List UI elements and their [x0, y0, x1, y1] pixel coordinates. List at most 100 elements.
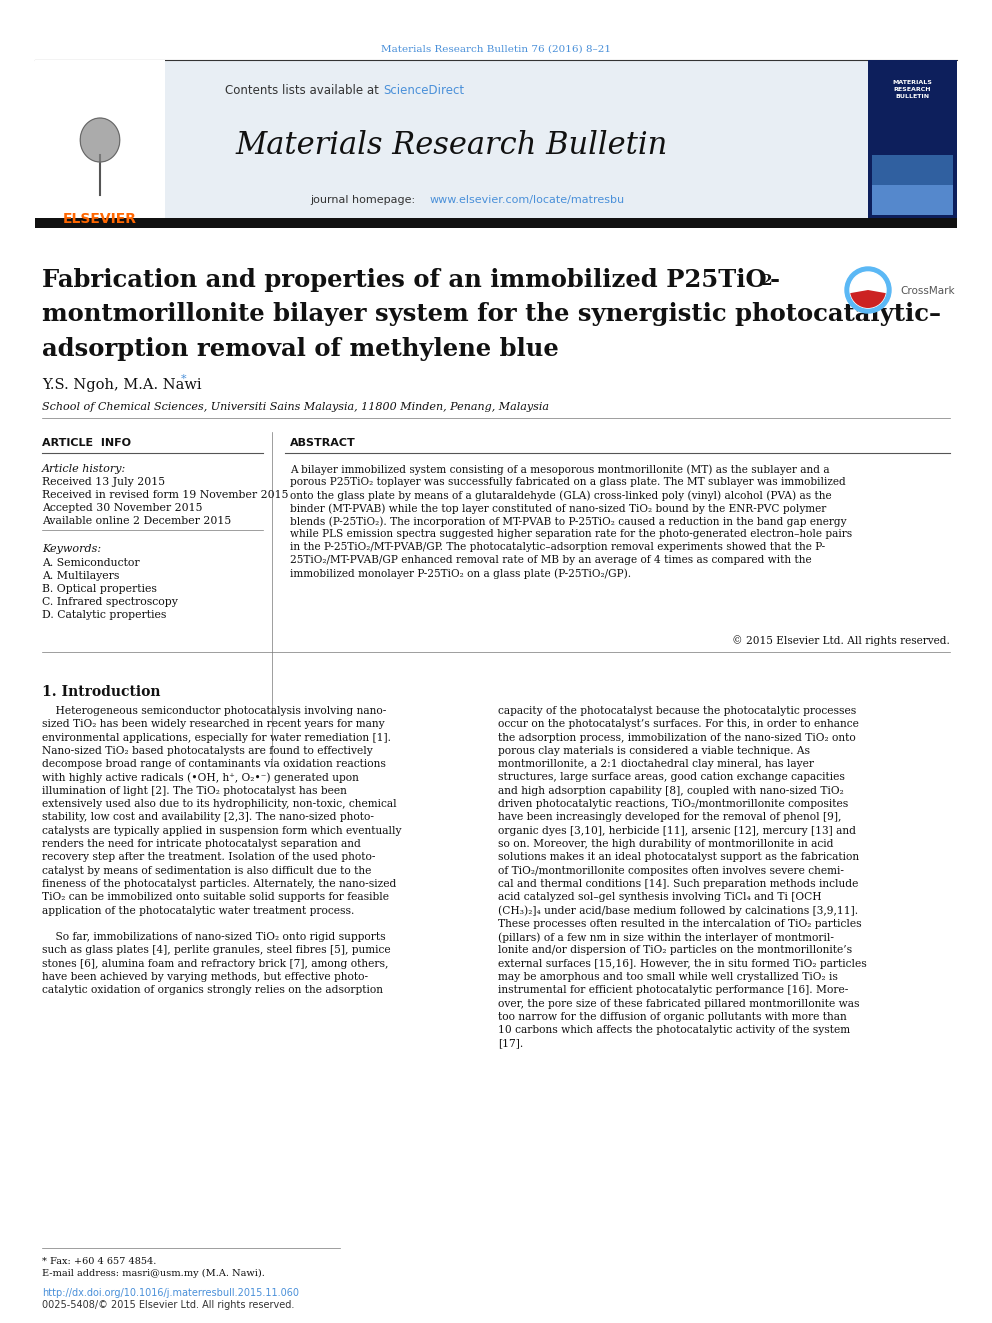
- Text: TiO₂ can be immobilized onto suitable solid supports for feasible: TiO₂ can be immobilized onto suitable so…: [42, 892, 389, 902]
- Text: catalysts are typically applied in suspension form which eventually: catalysts are typically applied in suspe…: [42, 826, 402, 836]
- Text: B. Optical properties: B. Optical properties: [42, 583, 157, 594]
- Text: So far, immobilizations of nano-sized TiO₂ onto rigid supports: So far, immobilizations of nano-sized Ti…: [42, 933, 386, 942]
- Circle shape: [845, 267, 891, 314]
- Text: A bilayer immobilized system consisting of a mesoporous montmorillonite (MT) as : A bilayer immobilized system consisting …: [290, 464, 829, 475]
- Text: Received 13 July 2015: Received 13 July 2015: [42, 478, 165, 487]
- Bar: [35, 60, 165, 218]
- Bar: [35, 60, 868, 218]
- Text: 10 carbons which affects the photocatalytic activity of the system: 10 carbons which affects the photocataly…: [498, 1025, 850, 1035]
- Text: immobilized monolayer P-25TiO₂ on a glass plate (P-25TiO₂/GP).: immobilized monolayer P-25TiO₂ on a glas…: [290, 568, 631, 578]
- Text: (CH₃)₂]₄ under acid/base medium followed by calcinations [3,9,11].: (CH₃)₂]₄ under acid/base medium followed…: [498, 905, 858, 916]
- Text: Fabrication and properties of an immobilized P25TiO: Fabrication and properties of an immobil…: [42, 269, 767, 292]
- Text: D. Catalytic properties: D. Catalytic properties: [42, 610, 167, 620]
- Text: onto the glass plate by means of a glutaraldehyde (GLA) cross-linked poly (vinyl: onto the glass plate by means of a gluta…: [290, 490, 831, 500]
- Text: organic dyes [3,10], herbicide [11], arsenic [12], mercury [13] and: organic dyes [3,10], herbicide [11], ars…: [498, 826, 856, 836]
- Text: recovery step after the treatment. Isolation of the used photo-: recovery step after the treatment. Isola…: [42, 852, 376, 863]
- Text: Keywords:: Keywords:: [42, 544, 101, 554]
- Text: porous P25TiO₂ toplayer was successfully fabricated on a glass plate. The MT sub: porous P25TiO₂ toplayer was successfully…: [290, 478, 846, 487]
- Text: These processes often resulted in the intercalation of TiO₂ particles: These processes often resulted in the in…: [498, 918, 862, 929]
- Text: with highly active radicals (•OH, h⁺, O₂•⁻) generated upon: with highly active radicals (•OH, h⁺, O₂…: [42, 773, 359, 783]
- Text: the adsorption process, immobilization of the nano-sized TiO₂ onto: the adsorption process, immobilization o…: [498, 733, 856, 742]
- Bar: [868, 60, 957, 218]
- Text: ELSEVIER: ELSEVIER: [63, 212, 137, 226]
- Wedge shape: [850, 290, 886, 308]
- Text: fineness of the photocatalyst particles. Alternately, the nano-sized: fineness of the photocatalyst particles.…: [42, 878, 397, 889]
- Text: cal and thermal conditions [14]. Such preparation methods include: cal and thermal conditions [14]. Such pr…: [498, 878, 858, 889]
- Text: 2: 2: [762, 274, 773, 288]
- Text: Accepted 30 November 2015: Accepted 30 November 2015: [42, 503, 202, 513]
- Text: stones [6], alumina foam and refractory brick [7], among others,: stones [6], alumina foam and refractory …: [42, 959, 389, 968]
- Text: Available online 2 December 2015: Available online 2 December 2015: [42, 516, 231, 527]
- Text: 0025-5408/© 2015 Elsevier Ltd. All rights reserved.: 0025-5408/© 2015 Elsevier Ltd. All right…: [42, 1301, 295, 1310]
- Text: illumination of light [2]. The TiO₂ photocatalyst has been: illumination of light [2]. The TiO₂ phot…: [42, 786, 347, 796]
- Text: and high adsorption capability [8], coupled with nano-sized TiO₂: and high adsorption capability [8], coup…: [498, 786, 844, 796]
- Text: Materials Research Bulletin: Materials Research Bulletin: [236, 130, 669, 161]
- Bar: [872, 155, 953, 216]
- Text: 1. Introduction: 1. Introduction: [42, 685, 161, 699]
- Text: occur on the photocatalyst’s surfaces. For this, in order to enhance: occur on the photocatalyst’s surfaces. F…: [498, 720, 859, 729]
- Bar: [872, 185, 953, 216]
- Text: application of the photocatalytic water treatment process.: application of the photocatalytic water …: [42, 905, 354, 916]
- Text: Article history:: Article history:: [42, 464, 126, 474]
- Text: porous clay materials is considered a viable technique. As: porous clay materials is considered a vi…: [498, 746, 810, 755]
- Text: A. Semiconductor: A. Semiconductor: [42, 558, 140, 568]
- Text: blends (P-25TiO₂). The incorporation of MT-PVAB to P-25TiO₂ caused a reduction i: blends (P-25TiO₂). The incorporation of …: [290, 516, 846, 527]
- Text: catalytic oxidation of organics strongly relies on the adsorption: catalytic oxidation of organics strongly…: [42, 986, 383, 995]
- Text: www.elsevier.com/locate/matresbu: www.elsevier.com/locate/matresbu: [430, 194, 625, 205]
- Text: * Fax: +60 4 657 4854.: * Fax: +60 4 657 4854.: [42, 1257, 157, 1266]
- Text: 25TiO₂/MT-PVAB/GP enhanced removal rate of MB by an average of 4 times as compar: 25TiO₂/MT-PVAB/GP enhanced removal rate …: [290, 556, 811, 565]
- Text: too narrow for the diffusion of organic pollutants with more than: too narrow for the diffusion of organic …: [498, 1012, 847, 1021]
- Text: solutions makes it an ideal photocatalyst support as the fabrication: solutions makes it an ideal photocatalys…: [498, 852, 859, 863]
- Text: Heterogeneous semiconductor photocatalysis involving nano-: Heterogeneous semiconductor photocatalys…: [42, 706, 386, 716]
- Text: may be amorphous and too small while well crystallized TiO₂ is: may be amorphous and too small while wel…: [498, 972, 838, 982]
- Text: Contents lists available at: Contents lists available at: [225, 83, 383, 97]
- Text: MATERIALS
RESEARCH
BULLETIN: MATERIALS RESEARCH BULLETIN: [892, 79, 931, 99]
- Text: of TiO₂/montmorillonite composites often involves severe chemi-: of TiO₂/montmorillonite composites often…: [498, 865, 844, 876]
- Text: instrumental for efficient photocatalytic performance [16]. More-: instrumental for efficient photocatalyti…: [498, 986, 848, 995]
- Text: ScienceDirect: ScienceDirect: [383, 83, 464, 97]
- Polygon shape: [80, 118, 120, 161]
- Text: © 2015 Elsevier Ltd. All rights reserved.: © 2015 Elsevier Ltd. All rights reserved…: [732, 635, 950, 646]
- Text: over, the pore size of these fabricated pillared montmorillonite was: over, the pore size of these fabricated …: [498, 999, 859, 1008]
- Text: Nano-sized TiO₂ based photocatalysts are found to effectively: Nano-sized TiO₂ based photocatalysts are…: [42, 746, 373, 755]
- Text: in the P-25TiO₂/MT-PVAB/GP. The photocatalytic–adsorption removal experiments sh: in the P-25TiO₂/MT-PVAB/GP. The photocat…: [290, 542, 825, 552]
- Bar: [35, 218, 957, 228]
- Text: Materials Research Bulletin 76 (2016) 8–21: Materials Research Bulletin 76 (2016) 8–…: [381, 45, 611, 54]
- Text: journal homepage:: journal homepage:: [310, 194, 419, 205]
- Text: have been increasingly developed for the removal of phenol [9],: have been increasingly developed for the…: [498, 812, 841, 823]
- Text: School of Chemical Sciences, Universiti Sains Malaysia, 11800 Minden, Penang, Ma: School of Chemical Sciences, Universiti …: [42, 402, 549, 411]
- Text: CrossMark: CrossMark: [900, 286, 954, 296]
- Circle shape: [850, 273, 886, 308]
- Text: Received in revised form 19 November 2015: Received in revised form 19 November 201…: [42, 490, 289, 500]
- Text: binder (MT-PVAB) while the top layer constituted of nano-sized TiO₂ bound by the: binder (MT-PVAB) while the top layer con…: [290, 503, 826, 513]
- Text: http://dx.doi.org/10.1016/j.materresbull.2015.11.060: http://dx.doi.org/10.1016/j.materresbull…: [42, 1289, 299, 1298]
- Text: extensively used also due to its hydrophilicity, non-toxic, chemical: extensively used also due to its hydroph…: [42, 799, 397, 810]
- Text: driven photocatalytic reactions, TiO₂/montmorillonite composites: driven photocatalytic reactions, TiO₂/mo…: [498, 799, 848, 810]
- Text: ✖: ✖: [863, 279, 873, 291]
- Text: environmental applications, especially for water remediation [1].: environmental applications, especially f…: [42, 733, 391, 742]
- Text: so on. Moreover, the high durability of montmorillonite in acid: so on. Moreover, the high durability of …: [498, 839, 833, 849]
- Text: catalyst by means of sedimentation is also difficult due to the: catalyst by means of sedimentation is al…: [42, 865, 371, 876]
- Text: lonite and/or dispersion of TiO₂ particles on the montmorillonite’s: lonite and/or dispersion of TiO₂ particl…: [498, 946, 852, 955]
- Text: (pillars) of a few nm in size within the interlayer of montmoril-: (pillars) of a few nm in size within the…: [498, 933, 834, 943]
- Text: ABSTRACT: ABSTRACT: [290, 438, 356, 448]
- Text: while PLS emission spectra suggested higher separation rate for the photo-genera: while PLS emission spectra suggested hig…: [290, 529, 852, 538]
- Text: *: *: [181, 374, 186, 384]
- Text: [17].: [17].: [498, 1039, 523, 1049]
- Text: A. Multilayers: A. Multilayers: [42, 572, 119, 581]
- Text: ARTICLE  INFO: ARTICLE INFO: [42, 438, 131, 448]
- Text: capacity of the photocatalyst because the photocatalytic processes: capacity of the photocatalyst because th…: [498, 706, 856, 716]
- Text: decompose broad range of contaminants via oxidation reactions: decompose broad range of contaminants vi…: [42, 759, 386, 769]
- Text: structures, large surface areas, good cation exchange capacities: structures, large surface areas, good ca…: [498, 773, 845, 782]
- Text: acid catalyzed sol–gel synthesis involving TiCl₄ and Ti [OCH: acid catalyzed sol–gel synthesis involvi…: [498, 892, 821, 902]
- Text: -: -: [770, 269, 780, 292]
- Text: montmorillonite, a 2:1 dioctahedral clay mineral, has layer: montmorillonite, a 2:1 dioctahedral clay…: [498, 759, 814, 769]
- Text: adsorption removal of methylene blue: adsorption removal of methylene blue: [42, 337, 558, 361]
- Text: montmorillonite bilayer system for the synergistic photocatalytic–: montmorillonite bilayer system for the s…: [42, 302, 941, 325]
- Text: stability, low cost and availability [2,3]. The nano-sized photo-: stability, low cost and availability [2,…: [42, 812, 374, 823]
- Text: external surfaces [15,16]. However, the in situ formed TiO₂ particles: external surfaces [15,16]. However, the …: [498, 959, 867, 968]
- Text: such as glass plates [4], perlite granules, steel fibres [5], pumice: such as glass plates [4], perlite granul…: [42, 946, 391, 955]
- Text: Y.S. Ngoh, M.A. Nawi: Y.S. Ngoh, M.A. Nawi: [42, 378, 201, 392]
- Text: sized TiO₂ has been widely researched in recent years for many: sized TiO₂ has been widely researched in…: [42, 720, 385, 729]
- Text: have been achieved by varying methods, but effective photo-: have been achieved by varying methods, b…: [42, 972, 368, 982]
